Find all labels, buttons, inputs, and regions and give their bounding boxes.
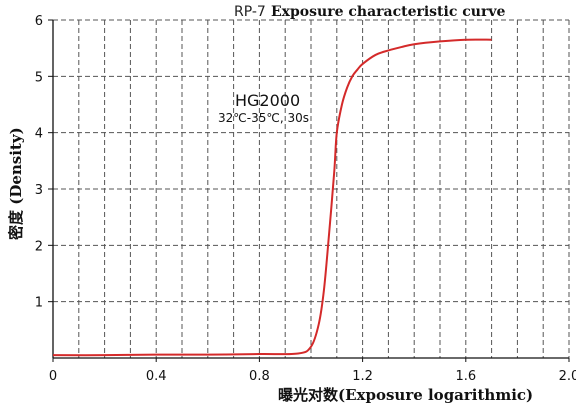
- series-line: [52, 38, 492, 357]
- y-tick-label: 5: [35, 70, 43, 85]
- tick-labels: 0 0.4 0.8 1.2 1.6 2.0 1 2 3 4 5 6: [35, 14, 576, 384]
- x-tick-label: 0: [49, 369, 57, 384]
- y-tick-label: 6: [35, 14, 43, 29]
- chart-title-prefix: RP-7: [234, 4, 266, 20]
- y-axis-label: 密度 (Density): [7, 127, 25, 240]
- x-tick-label: 0.4: [146, 369, 167, 384]
- y-tick-label: 4: [35, 127, 43, 142]
- x-tick-label: 0.8: [249, 369, 270, 384]
- x-axis-label: 曝光对数(Exposure logarithmic): [278, 386, 533, 404]
- y-tick-label: 3: [35, 183, 43, 198]
- x-tick-label: 1.6: [455, 369, 476, 384]
- y-tick-label: 2: [35, 239, 43, 254]
- x-tick-label: 1.2: [352, 369, 373, 384]
- y-tick-label: 1: [35, 296, 43, 311]
- x-tick-label: 2.0: [559, 369, 576, 384]
- series-layer: [52, 38, 492, 357]
- grid-lines: [53, 19, 570, 358]
- axes: [48, 19, 570, 362]
- annotation-main: HG2000: [235, 91, 300, 110]
- annotation-sub: 32℃-35℃, 30s: [218, 111, 309, 125]
- chart-title: Exposure characteristic curve: [271, 4, 505, 20]
